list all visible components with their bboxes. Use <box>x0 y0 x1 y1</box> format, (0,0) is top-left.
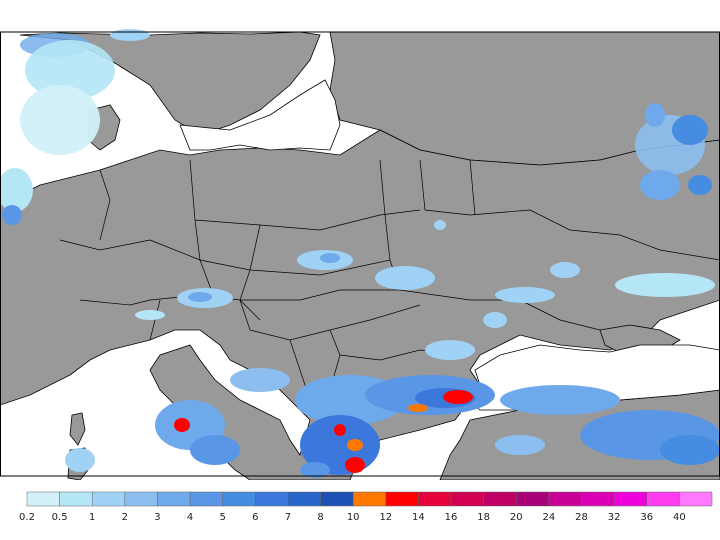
legend-swatch <box>418 491 452 507</box>
legend-label: 16 <box>445 512 458 523</box>
legend-label: 4 <box>187 512 193 523</box>
legend-label: 32 <box>608 512 621 523</box>
legend-label: 28 <box>575 512 588 523</box>
legend-swatch <box>516 491 550 507</box>
legend-label: 24 <box>543 512 556 523</box>
legend-label: 20 <box>510 512 523 523</box>
legend-labels: 0.2 0.5 1 2 3 4 5 6 7 8 10 12 14 16 18 20 24 28 32 36 40 <box>19 512 686 523</box>
legend-label: 0.2 <box>19 512 35 523</box>
legend-swatch <box>26 491 60 507</box>
legend-swatch <box>385 491 419 507</box>
legend-swatch <box>222 491 256 507</box>
legend-swatch <box>450 491 484 507</box>
legend-label: 7 <box>285 512 291 523</box>
legend-label: 40 <box>673 512 686 523</box>
legend-swatch <box>646 491 680 507</box>
legend-swatch <box>352 491 387 507</box>
legend-label: 6 <box>252 512 258 523</box>
legend-swatch <box>59 491 93 507</box>
precipitation-legend: 0.2 0.5 1 2 3 4 5 6 7 8 10 12 14 16 18 20 24 28 32 36 40 <box>19 491 713 523</box>
legend-label: 1 <box>89 512 95 523</box>
legend-label: 10 <box>347 512 360 523</box>
legend-swatch <box>287 491 321 507</box>
legend-swatch <box>189 491 223 507</box>
legend-label: 2 <box>122 512 128 523</box>
legend-swatch <box>320 491 354 507</box>
legend-swatch <box>483 491 517 507</box>
legend-swatches <box>26 491 713 507</box>
legend-swatch <box>124 491 158 507</box>
baltic-sea <box>179 79 341 151</box>
legend-label: 0.5 <box>52 512 68 523</box>
land-corsica <box>69 412 86 446</box>
legend-label: 5 <box>220 512 226 523</box>
legend-label: 12 <box>379 512 392 523</box>
legend-label: 36 <box>640 512 653 523</box>
legend-swatch <box>157 491 191 507</box>
legend-label: 3 <box>154 512 160 523</box>
legend-swatch <box>679 491 713 507</box>
legend-label: 14 <box>412 512 425 523</box>
legend-swatch <box>613 491 648 507</box>
legend-swatch <box>255 491 289 507</box>
legend-label: 18 <box>477 512 490 523</box>
legend-swatch <box>91 491 126 507</box>
legend-swatch <box>581 491 615 507</box>
precipitation-overlay <box>0 29 720 478</box>
legend-label: 8 <box>317 512 323 523</box>
precipitation-map <box>0 29 720 480</box>
legend-swatch <box>548 491 582 507</box>
